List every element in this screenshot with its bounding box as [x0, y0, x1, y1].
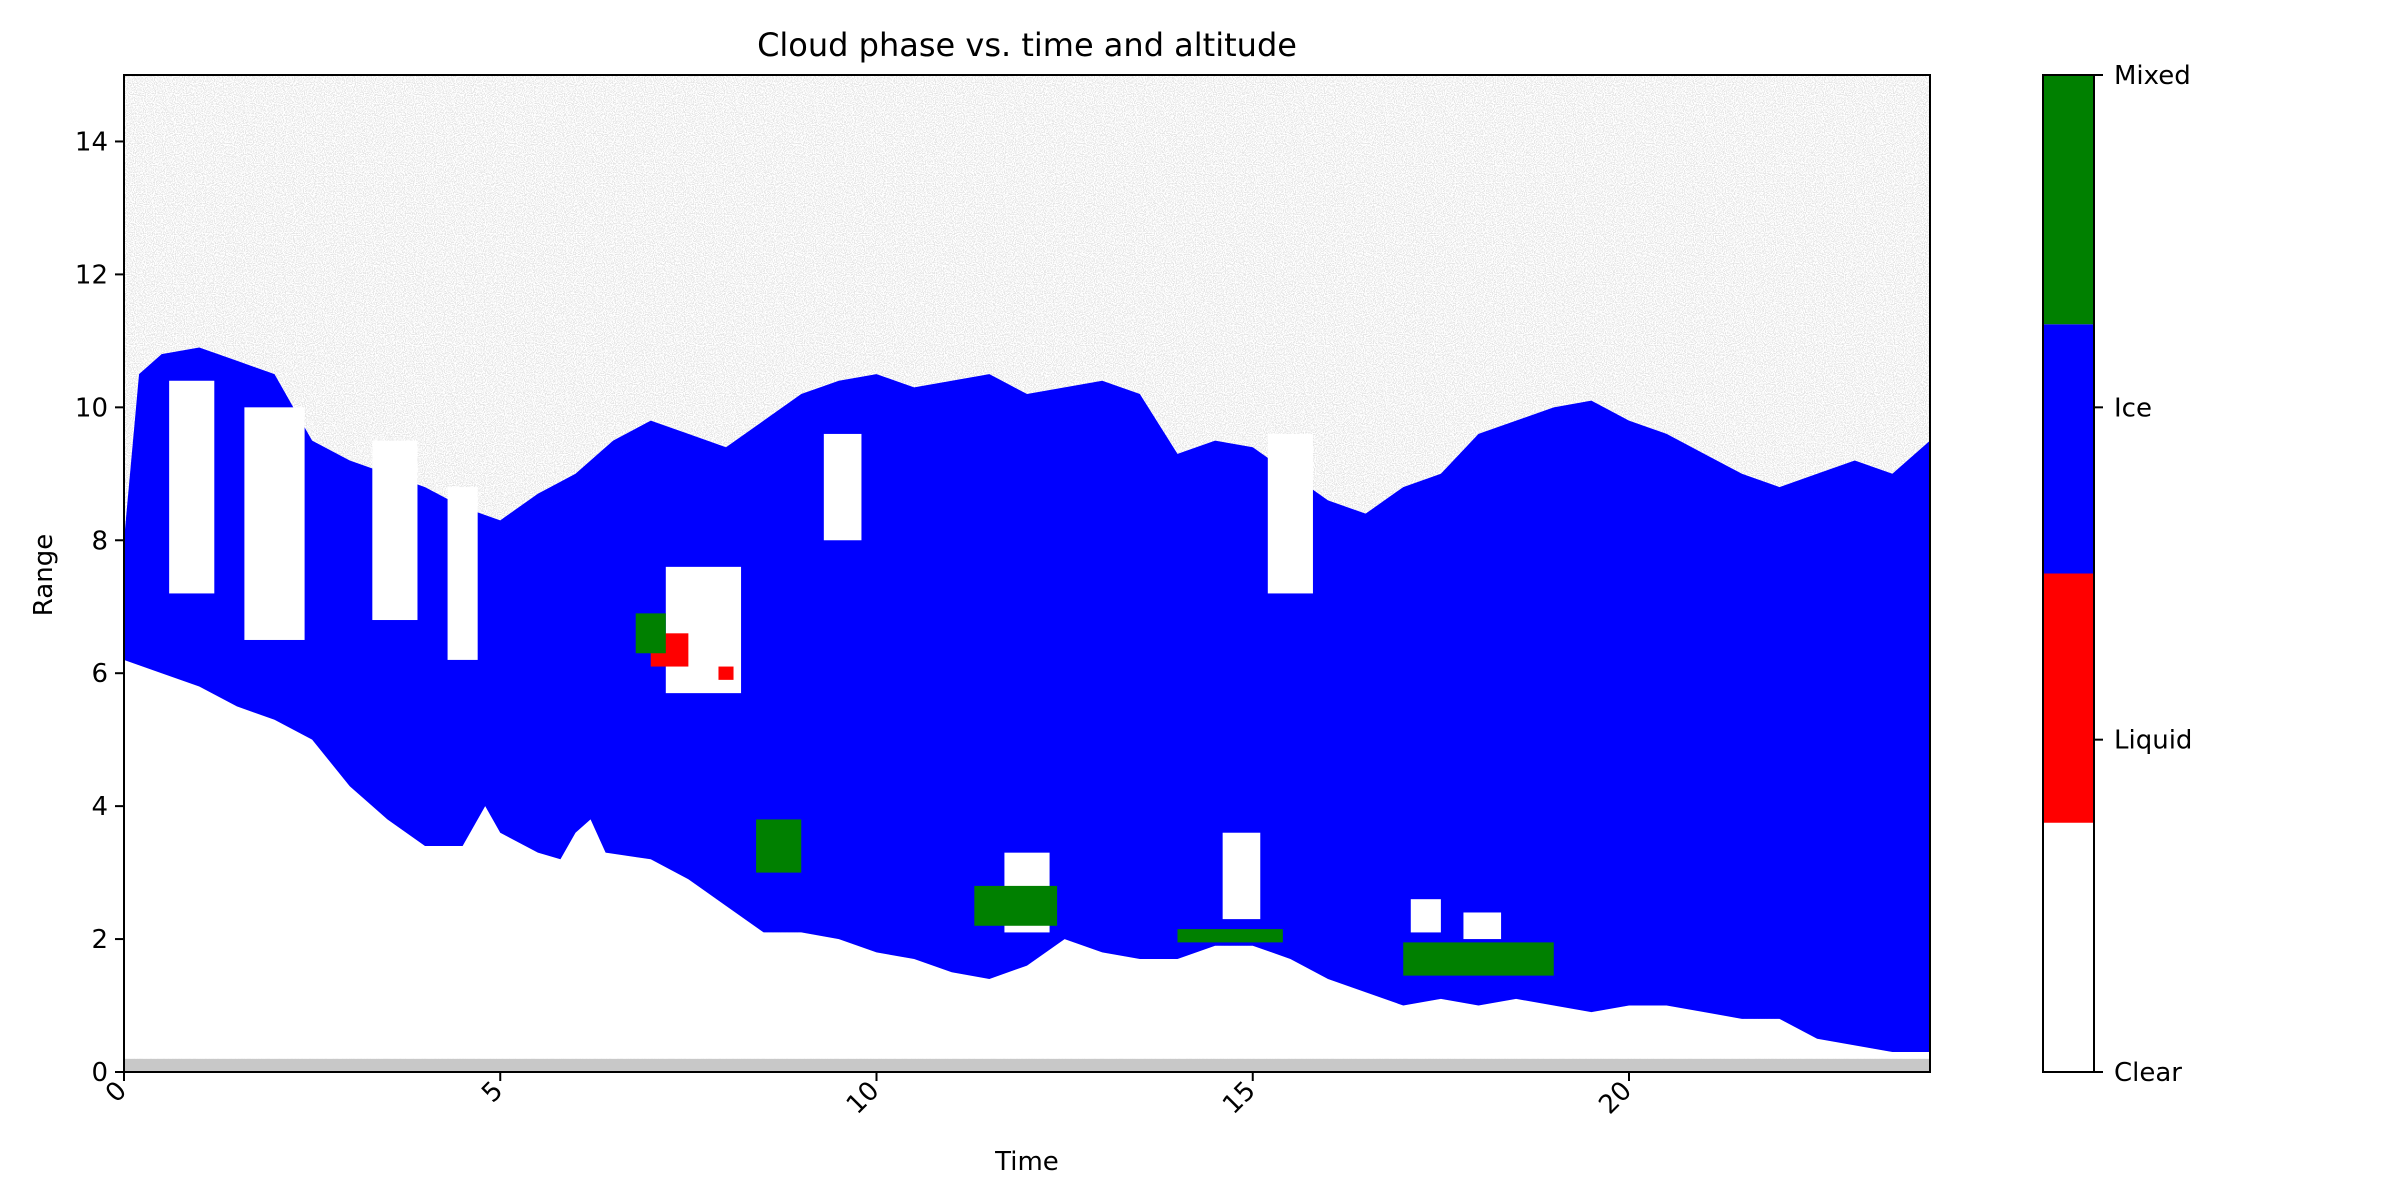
y-tick-label: 8	[91, 526, 108, 556]
mixed-patch	[756, 819, 802, 873]
clear-gap	[1222, 832, 1261, 920]
mixed-patch	[974, 885, 1058, 926]
phase-layers	[124, 347, 1930, 1072]
colorbar-segment-clear	[2043, 822, 2094, 1072]
clear-gap	[169, 380, 215, 594]
x-tick-label: 15	[1217, 1076, 1262, 1121]
colorbar: Clear Liquid Ice Mixed	[2042, 61, 2192, 1088]
mixed-patch	[635, 613, 666, 654]
clear-below-cloud	[124, 659, 1930, 1059]
clear-gap	[823, 433, 862, 541]
mixed-patch	[1177, 929, 1283, 943]
liquid-patch	[718, 666, 734, 680]
colorbar-tick-label: Ice	[2114, 393, 2152, 423]
colorbar-tick-label: Clear	[2114, 1058, 2182, 1088]
clear-gap	[1463, 912, 1502, 940]
colorbar-segment-mixed	[2043, 75, 2094, 325]
surface-band	[124, 1058, 1930, 1072]
y-axis: 0 2 4 6 8 10 12 14	[75, 127, 124, 1088]
y-axis-label: Range	[29, 534, 59, 616]
x-axis-label: Time	[994, 1147, 1059, 1177]
colorbar-tick-label: Mixed	[2114, 61, 2191, 91]
chart-title: Cloud phase vs. time and altitude	[757, 26, 1297, 64]
y-tick-label: 4	[91, 792, 108, 822]
plot-frame	[123, 74, 1931, 1073]
y-tick-label: 12	[75, 260, 108, 290]
y-tick-label: 0	[91, 1058, 108, 1088]
clear-gap	[372, 440, 418, 621]
x-tick-label: 5	[476, 1076, 509, 1109]
mixed-patch	[1403, 942, 1554, 976]
plot-area	[124, 75, 1930, 1072]
x-tick-label: 20	[1593, 1076, 1638, 1121]
clear-gap	[244, 407, 305, 640]
y-tick-label: 14	[75, 127, 108, 157]
y-tick-label: 10	[75, 393, 108, 423]
clear-gap	[1410, 899, 1441, 933]
y-tick-label: 2	[91, 925, 108, 955]
x-tick-label: 10	[841, 1076, 886, 1121]
colorbar-tick-label: Liquid	[2114, 726, 2192, 756]
clear-gap	[447, 487, 478, 660]
x-axis: 0 5 10 15 20	[100, 1072, 1638, 1120]
colorbar-segment-liquid	[2043, 573, 2094, 823]
ice-cloud-region	[124, 347, 1930, 1053]
colorbar-segment-ice	[2043, 324, 2094, 574]
colorbar-frame	[2042, 74, 2095, 1073]
clear-gap	[1267, 433, 1313, 594]
y-tick-label: 6	[91, 659, 108, 689]
